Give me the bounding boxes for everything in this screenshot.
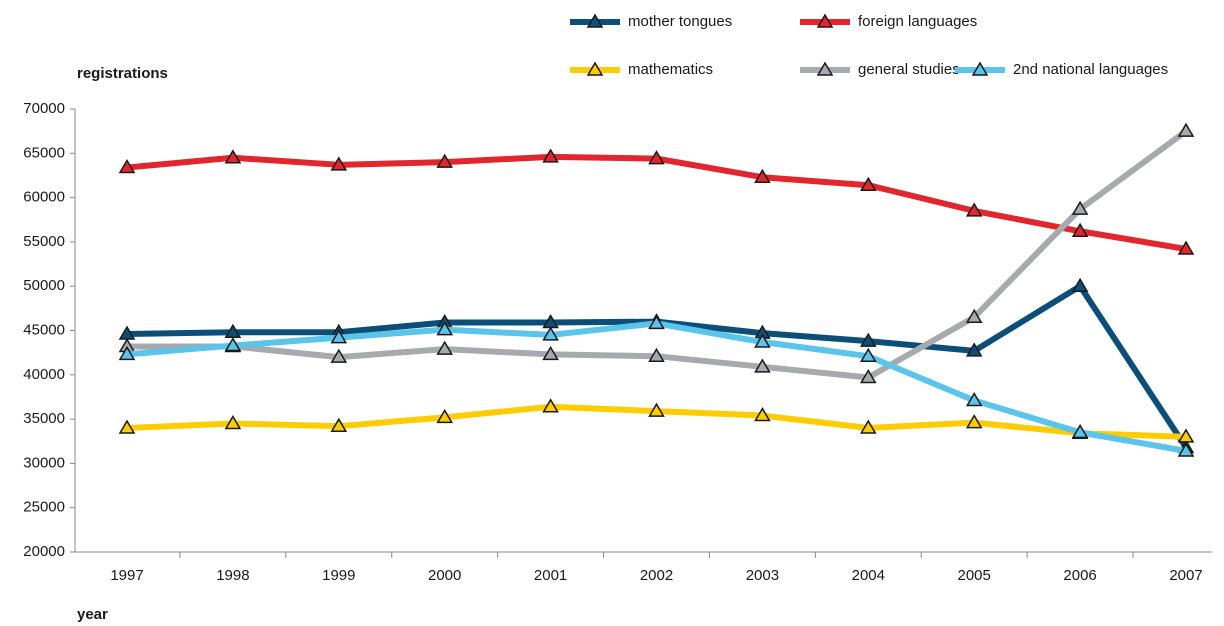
x-tick-label: 2003 — [746, 567, 779, 584]
marker — [859, 419, 877, 434]
marker — [859, 332, 877, 347]
marker — [1177, 428, 1195, 443]
y-tick-label: 45000 — [23, 321, 65, 338]
marker — [965, 392, 983, 407]
legend-marker — [816, 13, 834, 28]
marker — [118, 345, 136, 361]
x-axis-label: year — [77, 606, 108, 623]
x-tick-label: 2000 — [428, 567, 461, 584]
marker — [436, 321, 454, 336]
x-tick-label: 2005 — [958, 567, 991, 584]
marker — [1177, 442, 1195, 457]
y-axis-label: registrations — [77, 65, 168, 82]
x-tick-label: 2007 — [1169, 567, 1202, 584]
legend-marker — [586, 13, 604, 28]
marker — [754, 333, 771, 348]
marker — [965, 414, 983, 429]
y-tick-label: 60000 — [23, 189, 65, 206]
y-tick-label: 35000 — [23, 410, 65, 427]
marker — [754, 407, 771, 422]
marker — [1177, 122, 1195, 137]
legend-label: general studies — [858, 61, 960, 78]
marker — [754, 358, 771, 373]
marker — [859, 176, 877, 191]
y-tick-label: 40000 — [23, 366, 65, 383]
y-tick-label: 65000 — [23, 144, 65, 161]
marker — [965, 202, 983, 217]
marker — [224, 415, 242, 430]
x-tick-label: 2002 — [640, 567, 673, 584]
legend-marker — [586, 61, 604, 76]
legend-marker — [816, 61, 834, 76]
y-tick-label: 20000 — [23, 543, 65, 560]
legend-marker — [971, 61, 989, 76]
y-tick-label: 70000 — [23, 100, 65, 117]
marker — [542, 326, 559, 341]
x-tick-label: 2001 — [534, 567, 567, 584]
x-tick-label: 2004 — [852, 567, 885, 584]
marker — [118, 158, 136, 174]
marker — [542, 345, 559, 361]
marker — [648, 150, 665, 165]
series-line — [126, 153, 1187, 252]
marker — [648, 314, 665, 330]
y-tick-label: 55000 — [23, 233, 65, 250]
marker — [859, 368, 877, 384]
x-tick-label: 1999 — [322, 567, 355, 584]
marker — [754, 168, 771, 183]
marker — [965, 308, 983, 323]
marker — [1071, 222, 1089, 238]
marker — [118, 419, 136, 434]
marker — [330, 417, 348, 432]
legend-label: foreign languages — [858, 13, 977, 30]
marker — [1177, 240, 1195, 255]
marker — [436, 340, 454, 355]
x-tick-label: 2006 — [1063, 567, 1096, 584]
marker — [224, 149, 242, 164]
marker — [542, 398, 559, 413]
marker — [1071, 423, 1089, 439]
marker — [965, 342, 983, 357]
marker — [859, 347, 877, 362]
marker — [330, 156, 348, 171]
y-tick-label: 30000 — [23, 454, 65, 471]
marker — [436, 408, 454, 424]
series-line — [126, 320, 1187, 454]
legend-label: mathematics — [628, 61, 713, 78]
marker — [224, 337, 242, 352]
x-tick-label: 1997 — [110, 567, 143, 584]
marker — [330, 348, 348, 363]
legend-label: 2nd national languages — [1013, 61, 1168, 78]
marker — [648, 402, 665, 417]
marker — [648, 347, 665, 362]
marker — [330, 329, 348, 344]
legend-label: mother tongues — [628, 13, 732, 30]
y-tick-label: 50000 — [23, 277, 65, 294]
marker — [1071, 200, 1089, 215]
marker — [1071, 277, 1089, 292]
x-tick-label: 1998 — [216, 567, 249, 584]
marker — [436, 153, 454, 168]
y-tick-label: 25000 — [23, 499, 65, 516]
marker — [542, 148, 559, 163]
